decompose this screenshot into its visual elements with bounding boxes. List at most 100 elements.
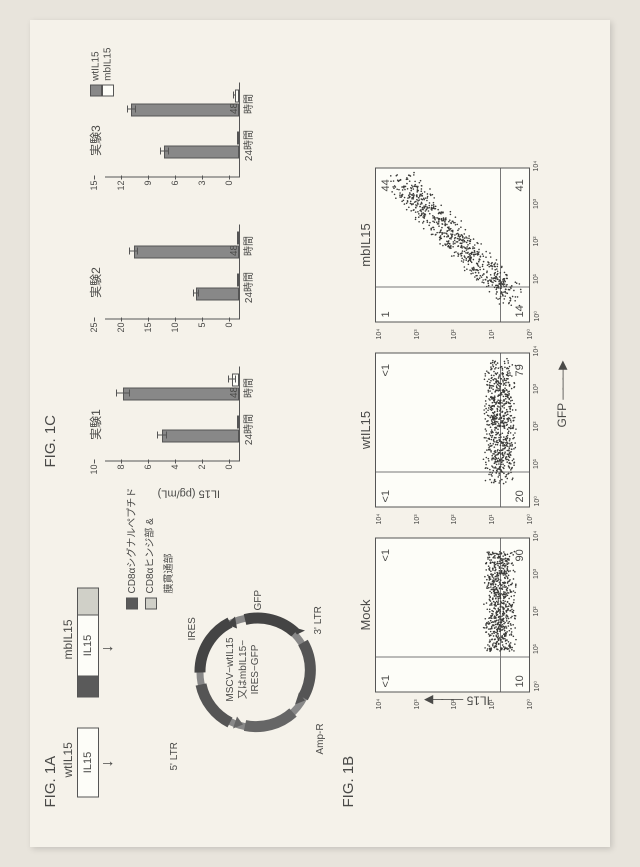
plasmid-gfp: GFP <box>253 589 264 610</box>
log-tick-y: 10⁰ <box>526 328 534 339</box>
log-tick-x: 10⁴ <box>533 345 540 356</box>
log-tick-y: 10³ <box>414 514 421 524</box>
errorbar <box>193 293 198 294</box>
log-tick-x: 10⁴ <box>533 530 540 541</box>
xtick: 48時間 <box>229 235 255 256</box>
ytick: 9 <box>143 180 153 198</box>
fig1b-xlabel: GFP ———▶ <box>555 362 569 427</box>
mb-construct: IL15 <box>77 587 99 697</box>
legend-swatch-light <box>145 597 157 609</box>
wt-construct: IL15 <box>77 727 99 797</box>
errorbar <box>160 151 169 152</box>
ytick: 10 <box>89 464 99 482</box>
ytick: 2 <box>197 464 207 482</box>
fig1c-legend: wtIL15 mbIL15 <box>90 47 114 96</box>
xtick: 24時間 <box>240 413 255 444</box>
log-tick-x: 10¹ <box>533 273 540 283</box>
arrow-icon: ↓ <box>99 759 117 767</box>
log-tick-y: 10² <box>451 699 458 709</box>
ytick: 5 <box>197 322 207 340</box>
fig1a-panel: wtIL15 IL15 ↓ mbIL15 IL15 ↓ CD8αシグナルペプチド… <box>65 527 315 807</box>
legend-mb: mbIL15 <box>102 47 114 96</box>
errorbar <box>116 393 130 394</box>
plot-area: 051015202524時間48時間 <box>105 224 240 319</box>
log-tick-x: 10³ <box>533 383 540 393</box>
log-tick-y: 10⁰ <box>526 698 534 709</box>
plasmid-ires: IRES <box>187 617 198 640</box>
log-tick-y: 10³ <box>414 329 421 339</box>
mb-sig-box <box>77 675 99 697</box>
bar-wt <box>196 287 239 300</box>
mb-tm-box <box>77 587 99 615</box>
bar-wt <box>162 429 239 442</box>
plasmid-l2: 又はmbIL15− <box>238 639 249 698</box>
log-tick-x: 10¹ <box>533 643 540 653</box>
plasmid-l3: IRES−GFP <box>250 644 261 694</box>
log-tick-x: 10⁰ <box>533 680 541 691</box>
log-tick-y: 10⁴ <box>376 328 383 339</box>
log-tick-y: 10⁴ <box>376 698 383 709</box>
log-tick-x: 10¹ <box>533 458 540 468</box>
dot-cloud <box>376 351 531 506</box>
bar-wt <box>134 245 239 258</box>
errorbar <box>157 435 168 436</box>
xtick: 48時間 <box>229 93 255 114</box>
errorbar <box>129 251 138 252</box>
scatter-mbil15: mbIL15144144110⁰10⁰10¹10¹10²10²10³10³10⁴… <box>375 167 530 322</box>
fig1c-panel: IL15 (pg/mL) 実験1024681024時間48時間実験2051015… <box>50 47 300 507</box>
ytick: 0 <box>224 464 234 482</box>
legend-wt: wtIL15 <box>90 47 102 96</box>
ytick: 0 <box>224 180 234 198</box>
log-tick-x: 10² <box>533 236 540 246</box>
scatter-wtil15: wtIL15<1<1207910⁰10⁰10¹10¹10²10²10³10³10… <box>375 352 530 507</box>
bar-chart-2: 実験2051015202524時間48時間 <box>105 217 275 347</box>
bar-chart-3: 実験30369121524時間48時間 <box>105 75 275 205</box>
plasmid-l1: MSCV−wtIL15 <box>225 637 236 701</box>
ytick: 4 <box>170 464 180 482</box>
plasmid-ampr: Amp-R <box>315 723 326 754</box>
ytick: 25 <box>89 322 99 340</box>
bar-mb <box>237 273 239 286</box>
ytick: 15 <box>89 180 99 198</box>
fig1a-label: FIG. 1A <box>42 755 59 807</box>
ytick: 6 <box>143 464 153 482</box>
bar-chart-1: 実験1024681024時間48時間 <box>105 359 275 489</box>
log-tick-y: 10² <box>451 514 458 524</box>
plasmid-diagram: MSCV−wtIL15 又はmbIL15− IRES−GFP 5' LTR IR… <box>175 592 335 752</box>
legend-swatch-dark <box>126 597 138 609</box>
legend2-text1: CD8αヒンジ部 & <box>145 518 156 593</box>
ytick: 10 <box>170 322 180 340</box>
errorbar <box>127 109 136 110</box>
log-tick-y: 10² <box>451 329 458 339</box>
arrow-icon: ↓ <box>99 644 117 652</box>
log-tick-x: 10⁴ <box>533 160 540 171</box>
log-tick-x: 10³ <box>533 568 540 578</box>
xtick: 24時間 <box>240 271 255 302</box>
mb-il15-box: IL15 <box>77 615 99 675</box>
ytick: 8 <box>116 464 126 482</box>
log-tick-x: 10⁰ <box>533 310 541 321</box>
log-tick-x: 10⁰ <box>533 495 541 506</box>
mb-construct-title: mbIL15 <box>61 619 75 659</box>
scatter-mock: Mock<1<1109010⁰10⁰10¹10¹10²10²10³10³10⁴1… <box>375 537 530 692</box>
plasmid-5ltr: 5' LTR <box>169 742 180 770</box>
log-tick-y: 10¹ <box>489 329 496 339</box>
ytick: 15 <box>143 322 153 340</box>
fig1b-panel: IL15 ———▶ Mock<1<1109010⁰10⁰10¹10¹10²10²… <box>340 67 580 807</box>
ytick: 6 <box>170 180 180 198</box>
dot-cloud <box>376 536 531 691</box>
log-tick-x: 10² <box>533 606 540 616</box>
log-tick-x: 10² <box>533 421 540 431</box>
log-tick-y: 10¹ <box>489 514 496 524</box>
ytick: 0 <box>224 322 234 340</box>
scatter-title: wtIL15 <box>358 353 373 506</box>
plot-area: 0369121524時間48時間 <box>105 82 240 177</box>
wt-construct-title: wtIL15 <box>61 742 75 777</box>
plasmid-3ltr: 3' LTR <box>313 606 324 634</box>
log-tick-y: 10⁰ <box>526 513 534 524</box>
log-tick-y: 10³ <box>414 699 421 709</box>
bar-mb <box>237 415 239 428</box>
wt-il15-box: IL15 <box>77 727 99 797</box>
ytick: 12 <box>116 180 126 198</box>
scatter-title: Mock <box>358 538 373 691</box>
